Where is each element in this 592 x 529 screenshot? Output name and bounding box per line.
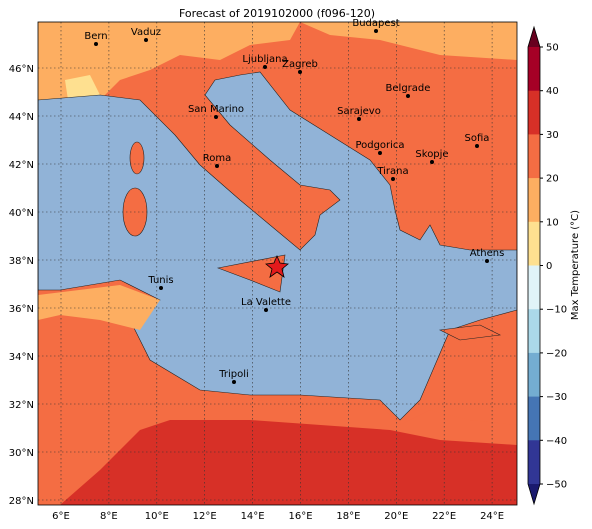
- lat-label: 30°N: [9, 448, 34, 459]
- lon-label: 16°E: [288, 511, 312, 522]
- city-label: La Valette: [241, 297, 291, 308]
- lat-label: 42°N: [9, 160, 34, 171]
- lat-label: 32°N: [9, 400, 34, 411]
- city-label: Sofia: [465, 133, 490, 144]
- city-dot: [263, 65, 267, 69]
- lon-label: 8°E: [100, 511, 118, 522]
- colorbar-segment: [528, 221, 540, 266]
- city-label: Skopje: [415, 149, 448, 160]
- city-dot: [485, 259, 489, 263]
- lon-label: 14°E: [241, 511, 265, 522]
- colorbar-tick-label: 20: [546, 174, 559, 185]
- city-label: Tripoli: [218, 369, 249, 380]
- colorbar-tick-label: −30: [546, 392, 567, 403]
- city-label: Sarajevo: [337, 106, 381, 117]
- city-dot: [374, 29, 378, 33]
- city-label: Vaduz: [131, 27, 161, 38]
- colorbar-tick-label: 0: [546, 261, 552, 272]
- colorbar-segment: [528, 440, 540, 485]
- lon-label: 22°E: [432, 511, 456, 522]
- colorbar-tick-label: 10: [546, 217, 559, 228]
- lat-label: 34°N: [9, 352, 34, 363]
- city-dot: [378, 151, 382, 155]
- colorbar-extend-bottom: [528, 484, 540, 504]
- colorbar-tick-label: −40: [546, 436, 567, 447]
- colorbar-segment: [528, 396, 540, 441]
- colorbar-tick-label: −10: [546, 305, 567, 316]
- lon-label: 18°E: [336, 511, 360, 522]
- city-dot: [357, 117, 361, 121]
- alps-zone: [38, 22, 300, 110]
- city-label: Belgrade: [386, 83, 431, 94]
- colorbar-segment: [528, 265, 540, 310]
- city-dot: [391, 177, 395, 181]
- colorbar-label: Max Temperature (°C): [570, 210, 581, 320]
- colorbar-tick-label: 40: [546, 86, 559, 97]
- lat-label: 36°N: [9, 304, 34, 315]
- colorbar-tick-label: −50: [546, 480, 567, 491]
- lat-label: 28°N: [9, 496, 34, 507]
- city-dot: [264, 308, 268, 312]
- colorbar: 50 40 30 20 10 0 −10 −20 −30 −40 −50: [527, 25, 567, 506]
- hot-zone: [60, 420, 517, 505]
- city-dot: [406, 94, 410, 98]
- colorbar-segment: [528, 352, 540, 398]
- star-marker: [265, 254, 289, 278]
- lon-label: 6°E: [52, 511, 70, 522]
- colorbar-segment: [528, 309, 540, 354]
- colorbar-tick-label: 50: [546, 43, 559, 54]
- city-dot: [232, 380, 236, 384]
- lon-label: 24°E: [480, 511, 504, 522]
- city-label: Zagreb: [282, 59, 318, 70]
- crete: [438, 324, 502, 341]
- lat-label: 44°N: [9, 112, 34, 123]
- city-label: Podgorica: [355, 140, 404, 151]
- city-label: Tirana: [376, 166, 408, 177]
- grid: 6°E 8°E 10°E 12°E 14°E 16°E 18°E 20°E 22°E 24°E 46…: [9, 22, 517, 522]
- lat-label: 40°N: [9, 208, 34, 219]
- city-label: Bern: [84, 31, 107, 42]
- lon-label: 12°E: [193, 511, 217, 522]
- lat-label: 46°N: [9, 64, 34, 75]
- title: Forecast of 2019102000 (f096-120): [179, 7, 375, 20]
- lon-label: 20°E: [384, 511, 408, 522]
- corsica: [129, 141, 145, 175]
- city-dot: [475, 144, 479, 148]
- city-label: Budapest: [352, 18, 399, 29]
- city-dot: [214, 115, 218, 119]
- colorbar-segment: [528, 90, 540, 135]
- city-label: Ljubljana: [242, 54, 287, 65]
- colorbar-segment: [528, 178, 540, 223]
- city-dot: [159, 286, 163, 290]
- colorbar-extend-top: [528, 27, 540, 47]
- city-label: Athens: [470, 248, 505, 259]
- map: [38, 22, 517, 505]
- city-label: Roma: [203, 153, 232, 164]
- lon-label: 10°E: [145, 511, 169, 522]
- city-dot: [94, 42, 98, 46]
- city-dot: [430, 160, 434, 164]
- colorbar-tick-label: −20: [546, 348, 567, 359]
- tunisia-coast-zone: [38, 285, 160, 330]
- city-dot: [144, 38, 148, 42]
- colorbar-segment: [528, 47, 540, 92]
- city-dot: [215, 164, 219, 168]
- colorbar-segment: [528, 134, 540, 179]
- city-dot: [298, 70, 302, 74]
- city-label: Tunis: [147, 275, 173, 286]
- city-label: San Marino: [188, 104, 244, 115]
- lat-label: 38°N: [9, 256, 34, 267]
- sea: [38, 71, 517, 421]
- map-frame: [37, 21, 518, 506]
- north-zone: [300, 22, 517, 60]
- colorbar-tick-label: 30: [546, 130, 559, 141]
